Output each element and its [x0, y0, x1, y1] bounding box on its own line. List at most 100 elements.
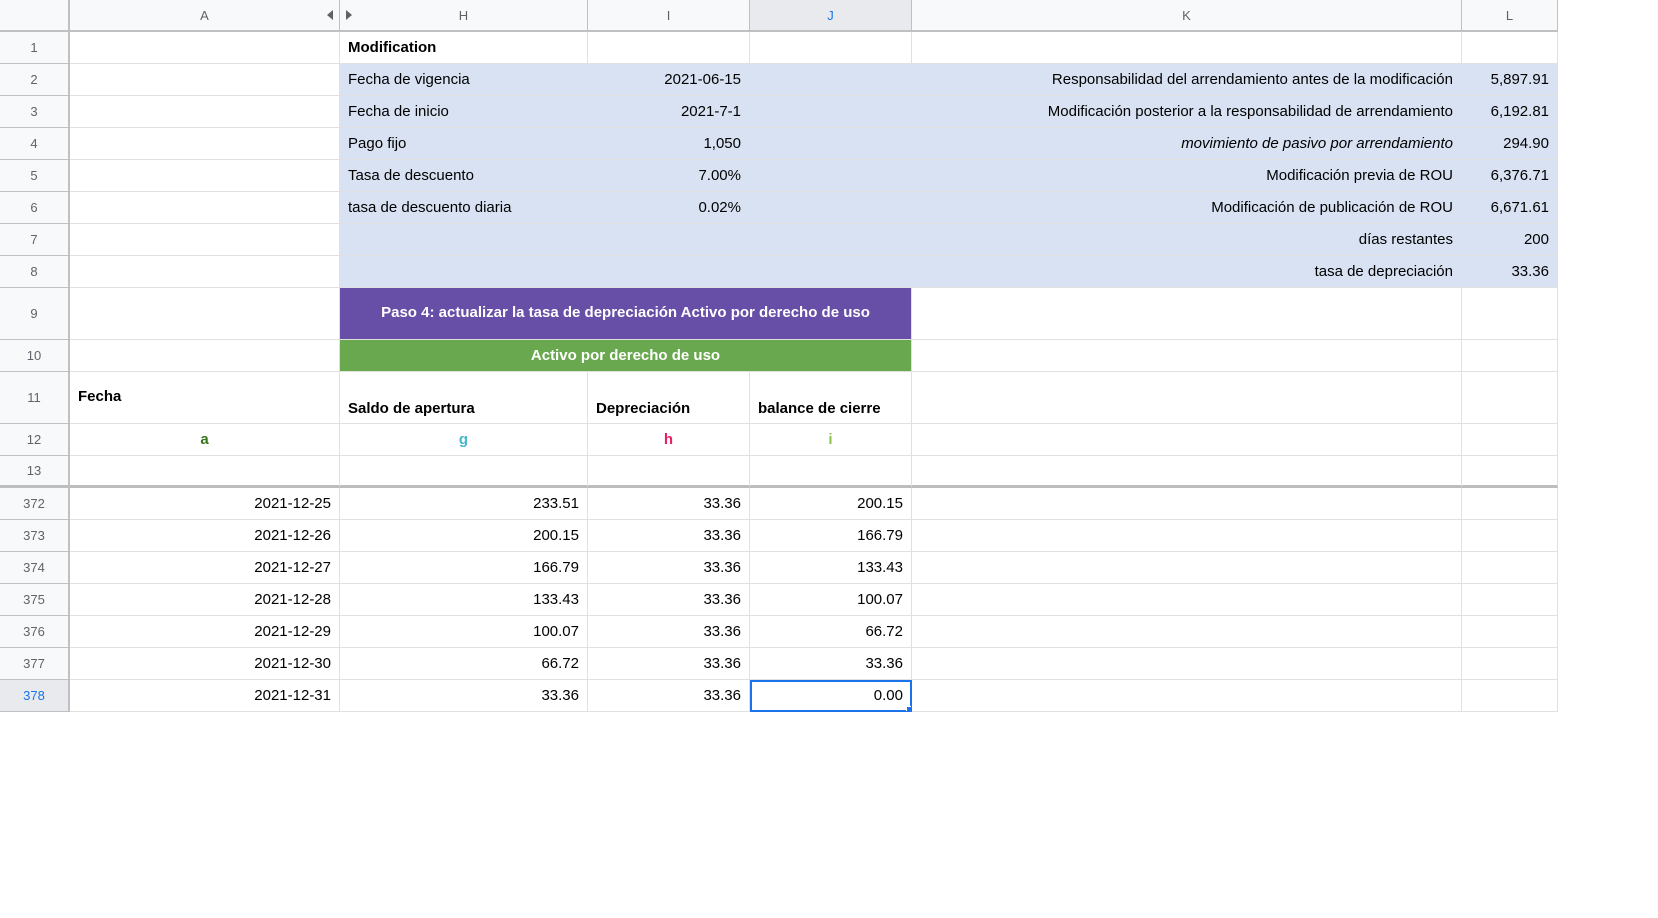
cell-J7[interactable]: [750, 224, 912, 256]
row-header-375[interactable]: 375: [0, 584, 70, 616]
cell-J4[interactable]: [750, 128, 912, 160]
data-dep[interactable]: 33.36: [588, 648, 750, 680]
column-header-L[interactable]: L: [1462, 0, 1558, 32]
cell-L374[interactable]: [1462, 552, 1558, 584]
cell-K377[interactable]: [912, 648, 1462, 680]
row-header-374[interactable]: 374: [0, 552, 70, 584]
cell-J13[interactable]: [750, 456, 912, 488]
cell-K374[interactable]: [912, 552, 1462, 584]
data-saldo[interactable]: 100.07: [340, 616, 588, 648]
column-header-I[interactable]: I: [588, 0, 750, 32]
cell-A13[interactable]: [70, 456, 340, 488]
row-header-5[interactable]: 5: [0, 160, 70, 192]
data-saldo[interactable]: 66.72: [340, 648, 588, 680]
data-balance[interactable]: 133.43: [750, 552, 912, 584]
column-header-J[interactable]: J: [750, 0, 912, 32]
select-all-corner[interactable]: [0, 0, 70, 32]
cell-L377[interactable]: [1462, 648, 1558, 680]
row-header-12[interactable]: 12: [0, 424, 70, 456]
data-saldo[interactable]: 133.43: [340, 584, 588, 616]
data-balance[interactable]: 0.00: [750, 680, 912, 712]
data-fecha[interactable]: 2021-12-28: [70, 584, 340, 616]
row-header-2[interactable]: 2: [0, 64, 70, 96]
row-header-11[interactable]: 11: [0, 372, 70, 424]
cell-K12[interactable]: [912, 424, 1462, 456]
row-header-10[interactable]: 10: [0, 340, 70, 372]
cell-K13[interactable]: [912, 456, 1462, 488]
cell-L372[interactable]: [1462, 488, 1558, 520]
cell-L9[interactable]: [1462, 288, 1558, 340]
data-saldo[interactable]: 166.79: [340, 552, 588, 584]
cell-I1[interactable]: [588, 32, 750, 64]
cell-L10[interactable]: [1462, 340, 1558, 372]
cell-L378[interactable]: [1462, 680, 1558, 712]
column-header-H[interactable]: H: [340, 0, 588, 32]
collapse-left-icon[interactable]: [327, 10, 333, 20]
row-header-13[interactable]: 13: [0, 456, 70, 488]
row-header-4[interactable]: 4: [0, 128, 70, 160]
row-header-372[interactable]: 372: [0, 488, 70, 520]
cell-L376[interactable]: [1462, 616, 1558, 648]
cell-K373[interactable]: [912, 520, 1462, 552]
cell-K376[interactable]: [912, 616, 1462, 648]
data-fecha[interactable]: 2021-12-27: [70, 552, 340, 584]
row-header-6[interactable]: 6: [0, 192, 70, 224]
data-balance[interactable]: 200.15: [750, 488, 912, 520]
data-balance[interactable]: 33.36: [750, 648, 912, 680]
row-header-1[interactable]: 1: [0, 32, 70, 64]
data-saldo[interactable]: 200.15: [340, 520, 588, 552]
row-header-3[interactable]: 3: [0, 96, 70, 128]
data-balance[interactable]: 166.79: [750, 520, 912, 552]
cell-K1[interactable]: [912, 32, 1462, 64]
data-balance[interactable]: 66.72: [750, 616, 912, 648]
data-dep[interactable]: 33.36: [588, 520, 750, 552]
data-dep[interactable]: 33.36: [588, 616, 750, 648]
cell-A2[interactable]: [70, 64, 340, 96]
cell-K11[interactable]: [912, 372, 1462, 424]
cell-L13[interactable]: [1462, 456, 1558, 488]
data-fecha[interactable]: 2021-12-25: [70, 488, 340, 520]
cell-J6[interactable]: [750, 192, 912, 224]
data-fecha[interactable]: 2021-12-26: [70, 520, 340, 552]
cell-K375[interactable]: [912, 584, 1462, 616]
cell-K372[interactable]: [912, 488, 1462, 520]
cell-A8[interactable]: [70, 256, 340, 288]
data-fecha[interactable]: 2021-12-31: [70, 680, 340, 712]
cell-A5[interactable]: [70, 160, 340, 192]
cell-L11[interactable]: [1462, 372, 1558, 424]
cell-L373[interactable]: [1462, 520, 1558, 552]
data-dep[interactable]: 33.36: [588, 552, 750, 584]
cell-I13[interactable]: [588, 456, 750, 488]
data-saldo[interactable]: 33.36: [340, 680, 588, 712]
cell-A9[interactable]: [70, 288, 340, 340]
data-dep[interactable]: 33.36: [588, 488, 750, 520]
data-balance[interactable]: 100.07: [750, 584, 912, 616]
row-header-8[interactable]: 8: [0, 256, 70, 288]
cell-J3[interactable]: [750, 96, 912, 128]
row-header-7[interactable]: 7: [0, 224, 70, 256]
data-saldo[interactable]: 233.51: [340, 488, 588, 520]
cell-K10[interactable]: [912, 340, 1462, 372]
row-header-373[interactable]: 373: [0, 520, 70, 552]
cell-A1[interactable]: [70, 32, 340, 64]
data-dep[interactable]: 33.36: [588, 680, 750, 712]
row-header-378[interactable]: 378: [0, 680, 70, 712]
cell-J8[interactable]: [750, 256, 912, 288]
row-header-9[interactable]: 9: [0, 288, 70, 340]
column-header-K[interactable]: K: [912, 0, 1462, 32]
cell-K9[interactable]: [912, 288, 1462, 340]
cell-L1[interactable]: [1462, 32, 1558, 64]
cell-A7[interactable]: [70, 224, 340, 256]
cell-L375[interactable]: [1462, 584, 1558, 616]
data-dep[interactable]: 33.36: [588, 584, 750, 616]
cell-H13[interactable]: [340, 456, 588, 488]
row-header-376[interactable]: 376: [0, 616, 70, 648]
data-fecha[interactable]: 2021-12-29: [70, 616, 340, 648]
cell-L12[interactable]: [1462, 424, 1558, 456]
data-fecha[interactable]: 2021-12-30: [70, 648, 340, 680]
spreadsheet-grid[interactable]: AHIJKL1Modification2Fecha de vigencia202…: [0, 0, 1658, 712]
cell-J1[interactable]: [750, 32, 912, 64]
cell-A6[interactable]: [70, 192, 340, 224]
cell-A10[interactable]: [70, 340, 340, 372]
collapse-right-icon[interactable]: [346, 10, 352, 20]
